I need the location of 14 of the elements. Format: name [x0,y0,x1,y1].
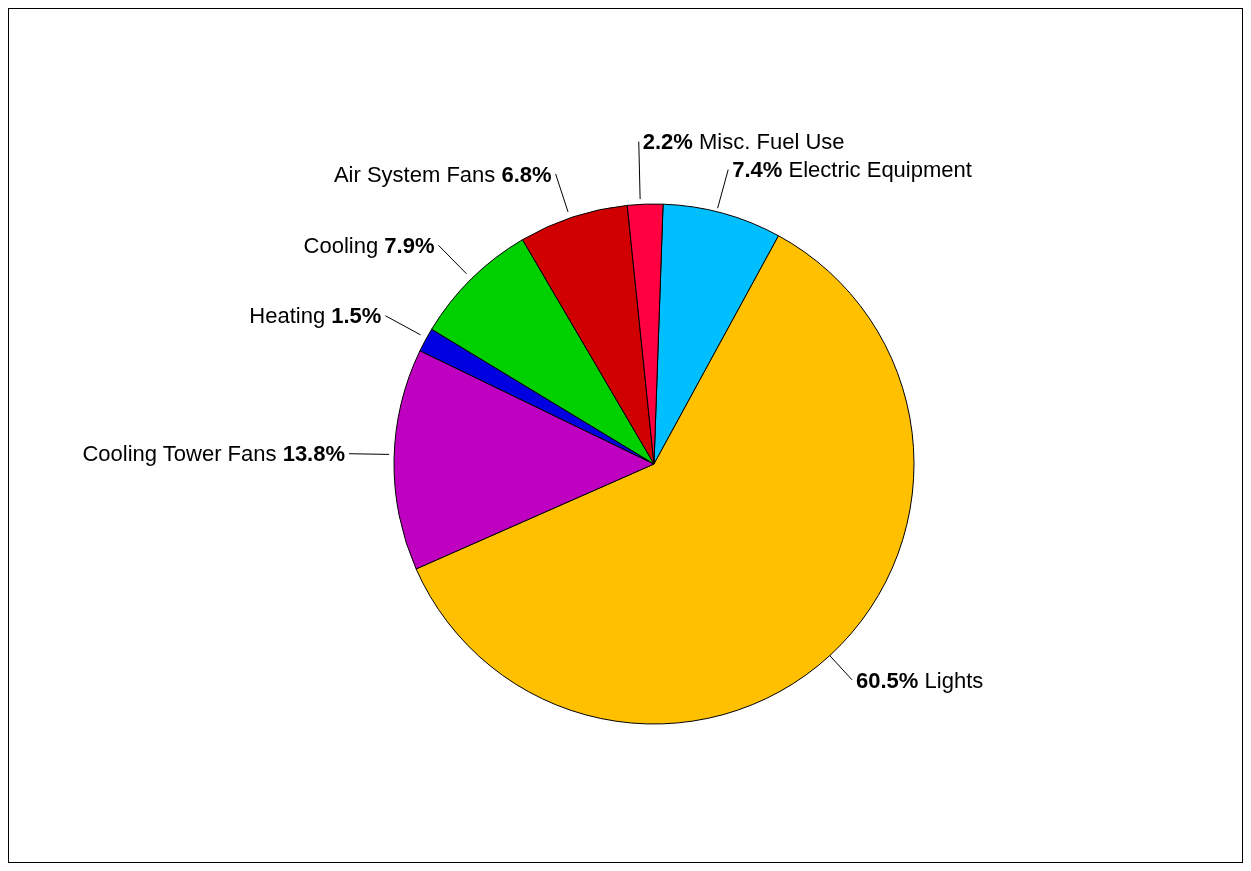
data-label: 2.2% [642,129,693,155]
data-label: 60.5% [856,667,919,693]
data-label: 6.8% [501,161,552,187]
data-label: 7.9% [384,232,435,258]
data-label: 7.4% [732,157,783,183]
slice-label: Misc. Fuel Use [692,129,845,155]
data-label: 1.5% [331,303,382,329]
slice-label: Cooling Tower Fans [82,441,283,467]
slice-label: Cooling [303,232,385,258]
slice-label: Air System Fans [333,161,502,187]
slice-label: Lights [918,667,984,693]
slice-label: Heating [249,303,332,329]
slice-label: Electric Equipment [782,157,972,183]
data-label: 13.8% [282,441,346,467]
